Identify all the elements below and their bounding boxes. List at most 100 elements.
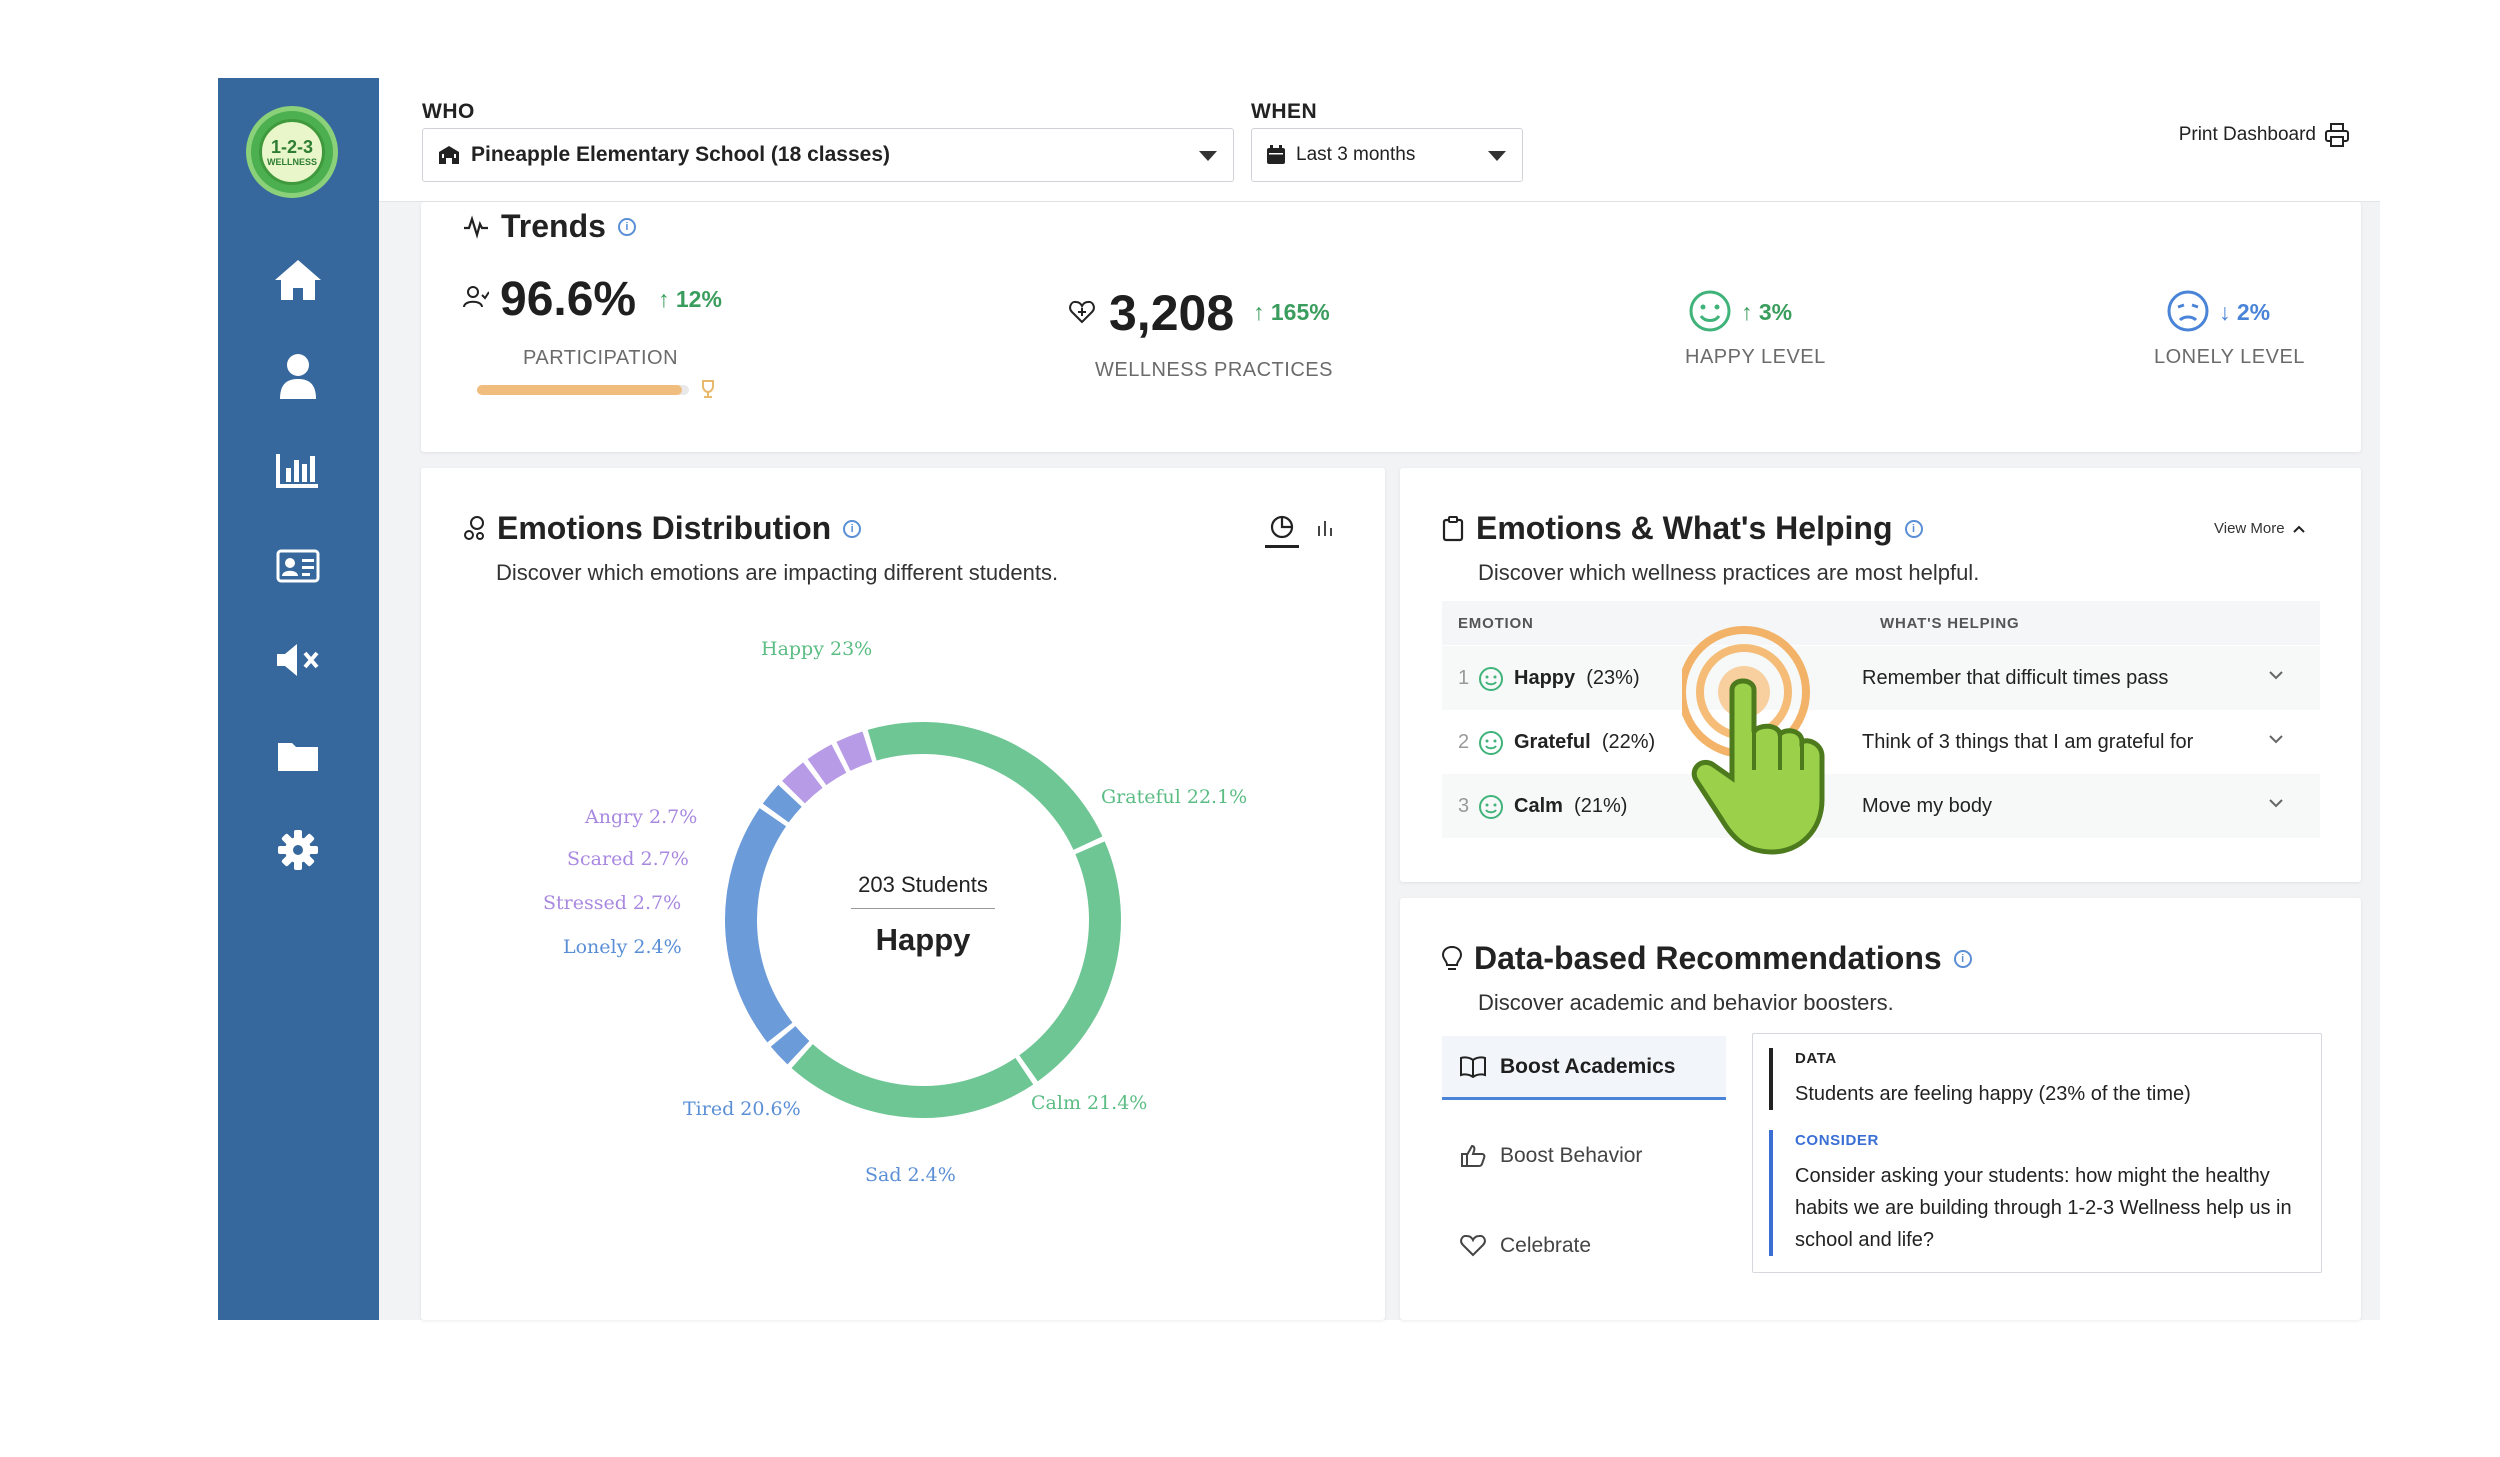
whats-helping-subtitle: Discover which wellness practices are mo… (1478, 560, 1980, 585)
view-more-button[interactable]: View More (2214, 520, 2305, 537)
donut-center-emotion: Happy (875, 922, 971, 957)
heart-plus-icon (1069, 300, 1095, 324)
info-icon[interactable]: i (1953, 949, 1972, 968)
table-row[interactable]: 1 Happy (23%) Remember that difficult ti… (1442, 646, 2320, 710)
info-icon[interactable]: i (843, 519, 862, 538)
id-card-icon[interactable] (272, 540, 324, 592)
folder-icon[interactable] (272, 730, 324, 782)
logo-text-line1: 1-2-3 (270, 136, 314, 157)
donut-slice-stressed[interactable] (782, 762, 823, 804)
helping-practice: Think of 3 things that I am grateful for (1862, 730, 2194, 753)
book-icon (1460, 1055, 1486, 1078)
user-icon[interactable] (272, 350, 324, 402)
bar-chart-icon (1318, 521, 1332, 536)
donut-slice-sad[interactable] (770, 1026, 810, 1065)
info-icon[interactable]: i (1904, 519, 1923, 538)
mute-icon[interactable] (272, 634, 324, 686)
emotions-distribution-card: Emotions Distribution i Discover which e… (421, 468, 1385, 1320)
lonely-face-icon (2167, 290, 2209, 332)
helping-practice: Move my body (1862, 794, 1993, 817)
data-tag: DATA (1795, 1050, 1837, 1067)
whats-helping-card: Emotions & What's Helping i View More Di… (1400, 468, 2361, 882)
happy-face-icon (1479, 795, 1503, 819)
helping-table-header: EMOTION WHAT'S HELPING (1442, 601, 2320, 645)
participation-value: 96.6% (500, 273, 637, 326)
tab-boost-behavior[interactable]: Boost Behavior (1442, 1124, 1726, 1188)
label-happy: Happy 23% (761, 638, 873, 660)
donut-center-divider (851, 908, 995, 909)
printer-icon (2325, 123, 2349, 147)
emotion-percent: (22%) (1601, 730, 1656, 753)
consider-text: Consider asking your students: how might… (1795, 1165, 2292, 1251)
app-logo[interactable]: 1-2-3 WELLNESS (246, 106, 338, 198)
home-icon[interactable] (272, 254, 324, 306)
gear-icon[interactable] (272, 824, 324, 876)
who-label: WHO (422, 100, 475, 123)
happy-level-delta: ↑ 3% (1741, 299, 1793, 325)
happy-face-icon (1689, 290, 1731, 332)
donut-slice-tired[interactable] (725, 808, 793, 1043)
participation-delta: ↑ 12% (658, 286, 722, 312)
column-emotion: EMOTION (1458, 615, 1534, 632)
recommendation-panel: DATA Students are feeling happy (23% of … (1752, 1033, 2322, 1273)
label-stressed: Stressed 2.7% (543, 892, 682, 914)
chevron-up-icon (2292, 525, 2305, 533)
emotion-name: Grateful (1514, 730, 1591, 753)
who-select[interactable]: Pineapple Elementary School (18 classes) (422, 128, 1234, 182)
label-scared: Scared 2.7% (567, 848, 689, 870)
trends-title: Trends i (463, 208, 636, 245)
trends-card: Trends i 96.6% ↑ 12% PARTICIPATION 3,208… (421, 202, 2361, 452)
emotion-percent: (23%) (1586, 666, 1640, 689)
tap-hand-icon (1682, 626, 1825, 855)
label-tired: Tired 20.6% (683, 1098, 801, 1120)
lonely-level-delta: ↓ 2% (2219, 299, 2271, 325)
label-angry: Angry 2.7% (585, 806, 698, 828)
table-row[interactable]: 2 Grateful (22%) Think of 3 things that … (1442, 710, 2320, 774)
participants-icon (463, 286, 489, 308)
table-row[interactable]: 3 Calm (21%) Move my body (1442, 774, 2320, 838)
label-lonely: Lonely 2.4% (563, 936, 682, 958)
participation-progress-fill (477, 385, 682, 395)
donut-slice-lonely[interactable] (762, 784, 802, 823)
chevron-down-icon[interactable] (2268, 670, 2284, 680)
donut-slice-calm[interactable] (791, 1044, 1034, 1118)
emotion-name: Happy (1514, 666, 1576, 689)
when-select[interactable]: Last 3 months (1251, 128, 1523, 182)
data-accent-bar (1769, 1048, 1773, 1110)
bar-view-toggle[interactable] (1315, 518, 1341, 544)
emotion-percent: (21%) (1574, 794, 1628, 817)
pie-view-toggle[interactable] (1265, 514, 1299, 548)
tab-celebrate[interactable]: Celebrate (1442, 1214, 1726, 1278)
heart-icon (1460, 1235, 1486, 1257)
bar-chart-icon[interactable] (272, 444, 324, 496)
column-whats-helping: WHAT'S HELPING (1880, 615, 2020, 632)
emotions-distribution-title: Emotions Distribution i (463, 510, 862, 547)
happy-face-icon (1479, 667, 1503, 691)
thumbs-up-icon (1461, 1144, 1486, 1167)
recommendations-title: Data-based Recommendations i (1442, 940, 1972, 977)
print-label: Print Dashboard (2178, 124, 2316, 145)
chevron-down-icon[interactable] (2268, 798, 2284, 808)
logo-text-line2: WELLNESS (266, 156, 317, 167)
participation-label: PARTICIPATION (523, 347, 679, 369)
pie-chart-icon (1270, 515, 1294, 539)
donut-slice-scared[interactable] (807, 744, 847, 786)
participation-progress-bar (477, 385, 689, 395)
donut-slice-happy[interactable] (867, 722, 1103, 850)
calendar-icon (1267, 145, 1285, 164)
tab-boost-academics[interactable]: Boost Academics (1442, 1036, 1726, 1100)
wellness-practices-value: 3,208 (1109, 285, 1235, 341)
chevron-down-icon (1199, 151, 1217, 161)
print-dashboard-button[interactable]: Print Dashboard (2179, 122, 2350, 148)
info-icon[interactable]: i (617, 217, 636, 236)
donut-slice-angry[interactable] (836, 731, 873, 771)
label-grateful: Grateful 22.1% (1101, 786, 1248, 808)
donut-slice-grateful[interactable] (1019, 841, 1121, 1082)
helping-practice: Remember that difficult times pass (1862, 666, 2169, 689)
chevron-down-icon[interactable] (2268, 734, 2284, 744)
chevron-down-icon (1488, 151, 1506, 161)
who-select-value: Pineapple Elementary School (18 classes) (471, 143, 891, 166)
activity-icon (464, 214, 488, 239)
happy-level-label: HAPPY LEVEL (1685, 346, 1826, 368)
wellness-practices-delta: ↑ 165% (1253, 299, 1330, 325)
